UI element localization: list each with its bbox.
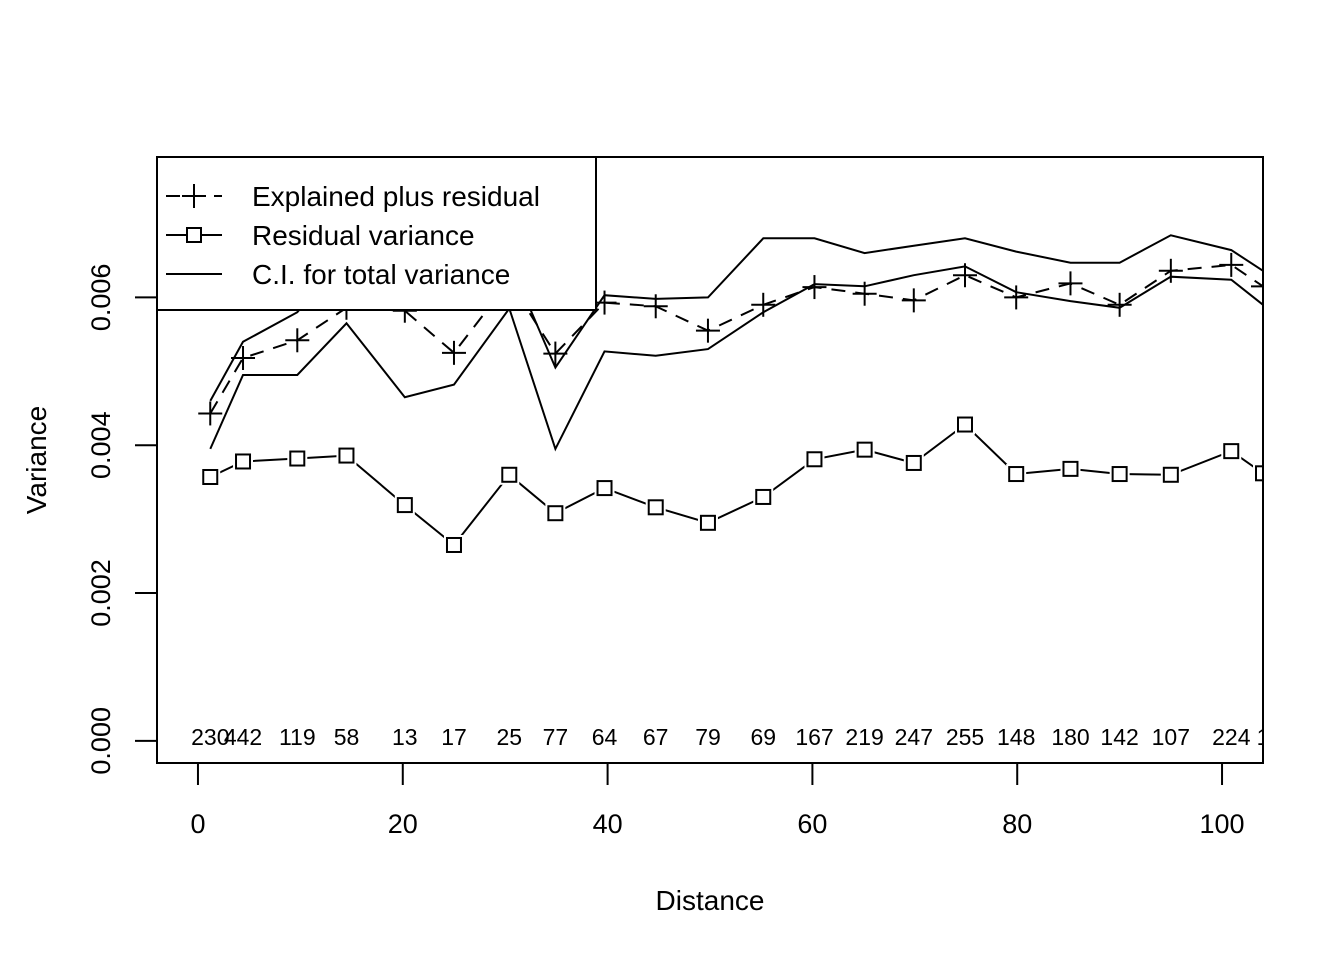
pair-count-label: 58 xyxy=(334,724,360,750)
residual-variance-point xyxy=(1062,460,1079,477)
residual-variance-point xyxy=(596,480,613,497)
residual-variance-point xyxy=(806,451,823,468)
y-tick-label: 0.004 xyxy=(86,411,116,479)
residual-variance-point xyxy=(1162,466,1179,483)
legend-label: Explained plus residual xyxy=(252,181,540,212)
x-axis: 0 20 40 60 80 100 xyxy=(190,762,1245,839)
pair-count-label: 148 xyxy=(997,724,1035,750)
residual-variance-line xyxy=(209,423,1263,547)
explained-plus-residual-point xyxy=(1158,258,1183,283)
residual-variance-point xyxy=(647,499,664,516)
residual-variance-point xyxy=(1111,466,1128,483)
explained-plus-residual-point xyxy=(643,294,668,319)
pair-count-label: 119 xyxy=(279,724,316,750)
x-tick-label: 100 xyxy=(1200,809,1245,839)
pair-count-label: 1 xyxy=(1257,724,1270,750)
y-axis-title: Variance xyxy=(21,406,52,514)
legend-square-marker xyxy=(186,227,202,243)
x-tick-label: 40 xyxy=(593,809,623,839)
pair-count-label: 13 xyxy=(392,724,418,750)
pair-count-label: 180 xyxy=(1051,724,1089,750)
y-tick-label: 0.002 xyxy=(86,559,116,627)
y-tick-label: 0.006 xyxy=(86,264,116,332)
explained-plus-residual-point xyxy=(198,401,223,426)
legend-entry: Residual variance xyxy=(166,220,475,251)
residual-variance-point xyxy=(547,505,564,522)
pair-count-label: 79 xyxy=(695,724,721,750)
legend-label: Residual variance xyxy=(252,220,475,251)
residual-variance-point xyxy=(956,416,973,433)
explained-plus-residual-point xyxy=(1219,252,1244,277)
explained-plus-residual-point xyxy=(751,292,776,317)
pair-count-label: 25 xyxy=(497,724,523,750)
residual-variance-point xyxy=(856,441,873,458)
explained-plus-residual-point xyxy=(802,275,827,300)
explained-plus-residual-point xyxy=(285,328,310,353)
x-tick-label: 60 xyxy=(797,809,827,839)
explained-plus-residual-point xyxy=(1251,274,1263,299)
pair-count-label: 107 xyxy=(1152,724,1190,750)
legend-label: C.I. for total variance xyxy=(252,259,510,290)
residual-variance-point xyxy=(445,536,462,553)
pair-count-label: 224 xyxy=(1212,724,1251,750)
pair-count-label: 64 xyxy=(592,724,618,750)
legend xyxy=(156,156,597,311)
pair-count-label: 247 xyxy=(895,724,933,750)
pair-count-label: 255 xyxy=(946,724,984,750)
explained-plus-residual-point xyxy=(852,281,877,306)
residual-variance-point xyxy=(905,454,922,471)
residual-variance-point xyxy=(396,497,413,514)
pair-count-label: 219 xyxy=(845,724,883,750)
pair-count-label: 67 xyxy=(643,724,669,750)
legend-entry: Explained plus residual xyxy=(166,181,540,212)
explained-plus-residual-point xyxy=(1004,285,1029,310)
explained-plus-residual-point xyxy=(441,340,466,365)
ci-lower-line xyxy=(209,265,1263,452)
pair-count-label: 17 xyxy=(441,724,467,750)
explained-plus-residual-point xyxy=(952,263,977,288)
explained-plus-residual-point xyxy=(695,318,720,343)
x-tick-label: 20 xyxy=(388,809,418,839)
pair-count-label: 442 xyxy=(224,724,262,750)
residual-variance-point xyxy=(289,450,306,467)
residual-variance-point xyxy=(202,468,219,485)
explained-plus-residual-point xyxy=(1058,271,1083,296)
residual-variance-point xyxy=(699,514,716,531)
residual-variance-point xyxy=(501,466,518,483)
residual-variance-point xyxy=(235,453,252,470)
pair-count-label: 167 xyxy=(795,724,833,750)
y-axis: 0.000 0.002 0.004 0.006 xyxy=(86,264,158,775)
residual-variance-point xyxy=(1255,465,1263,482)
plot-series xyxy=(198,234,1263,555)
legend-items: Explained plus residual Residual variance… xyxy=(166,181,540,290)
legend-entry: C.I. for total variance xyxy=(166,259,510,290)
pair-count-label: 69 xyxy=(751,724,777,750)
x-tick-label: 0 xyxy=(190,809,205,839)
x-axis-title: Distance xyxy=(656,885,765,916)
residual-variance-point xyxy=(338,447,355,464)
explained-plus-residual-point xyxy=(901,288,926,313)
pair-count-label: 142 xyxy=(1100,724,1138,750)
pair-count-label: 77 xyxy=(543,724,569,750)
explained-plus-residual-point xyxy=(543,341,568,366)
residual-variance-point xyxy=(1008,466,1025,483)
explained-plus-residual-point xyxy=(231,346,256,371)
x-tick-label: 80 xyxy=(1002,809,1032,839)
pair-count-label: 230 xyxy=(191,724,229,750)
explained-plus-residual-point xyxy=(1107,292,1132,317)
residual-variance-point xyxy=(755,488,772,505)
y-tick-label: 0.000 xyxy=(86,707,116,775)
residual-variance-point xyxy=(1223,443,1240,460)
